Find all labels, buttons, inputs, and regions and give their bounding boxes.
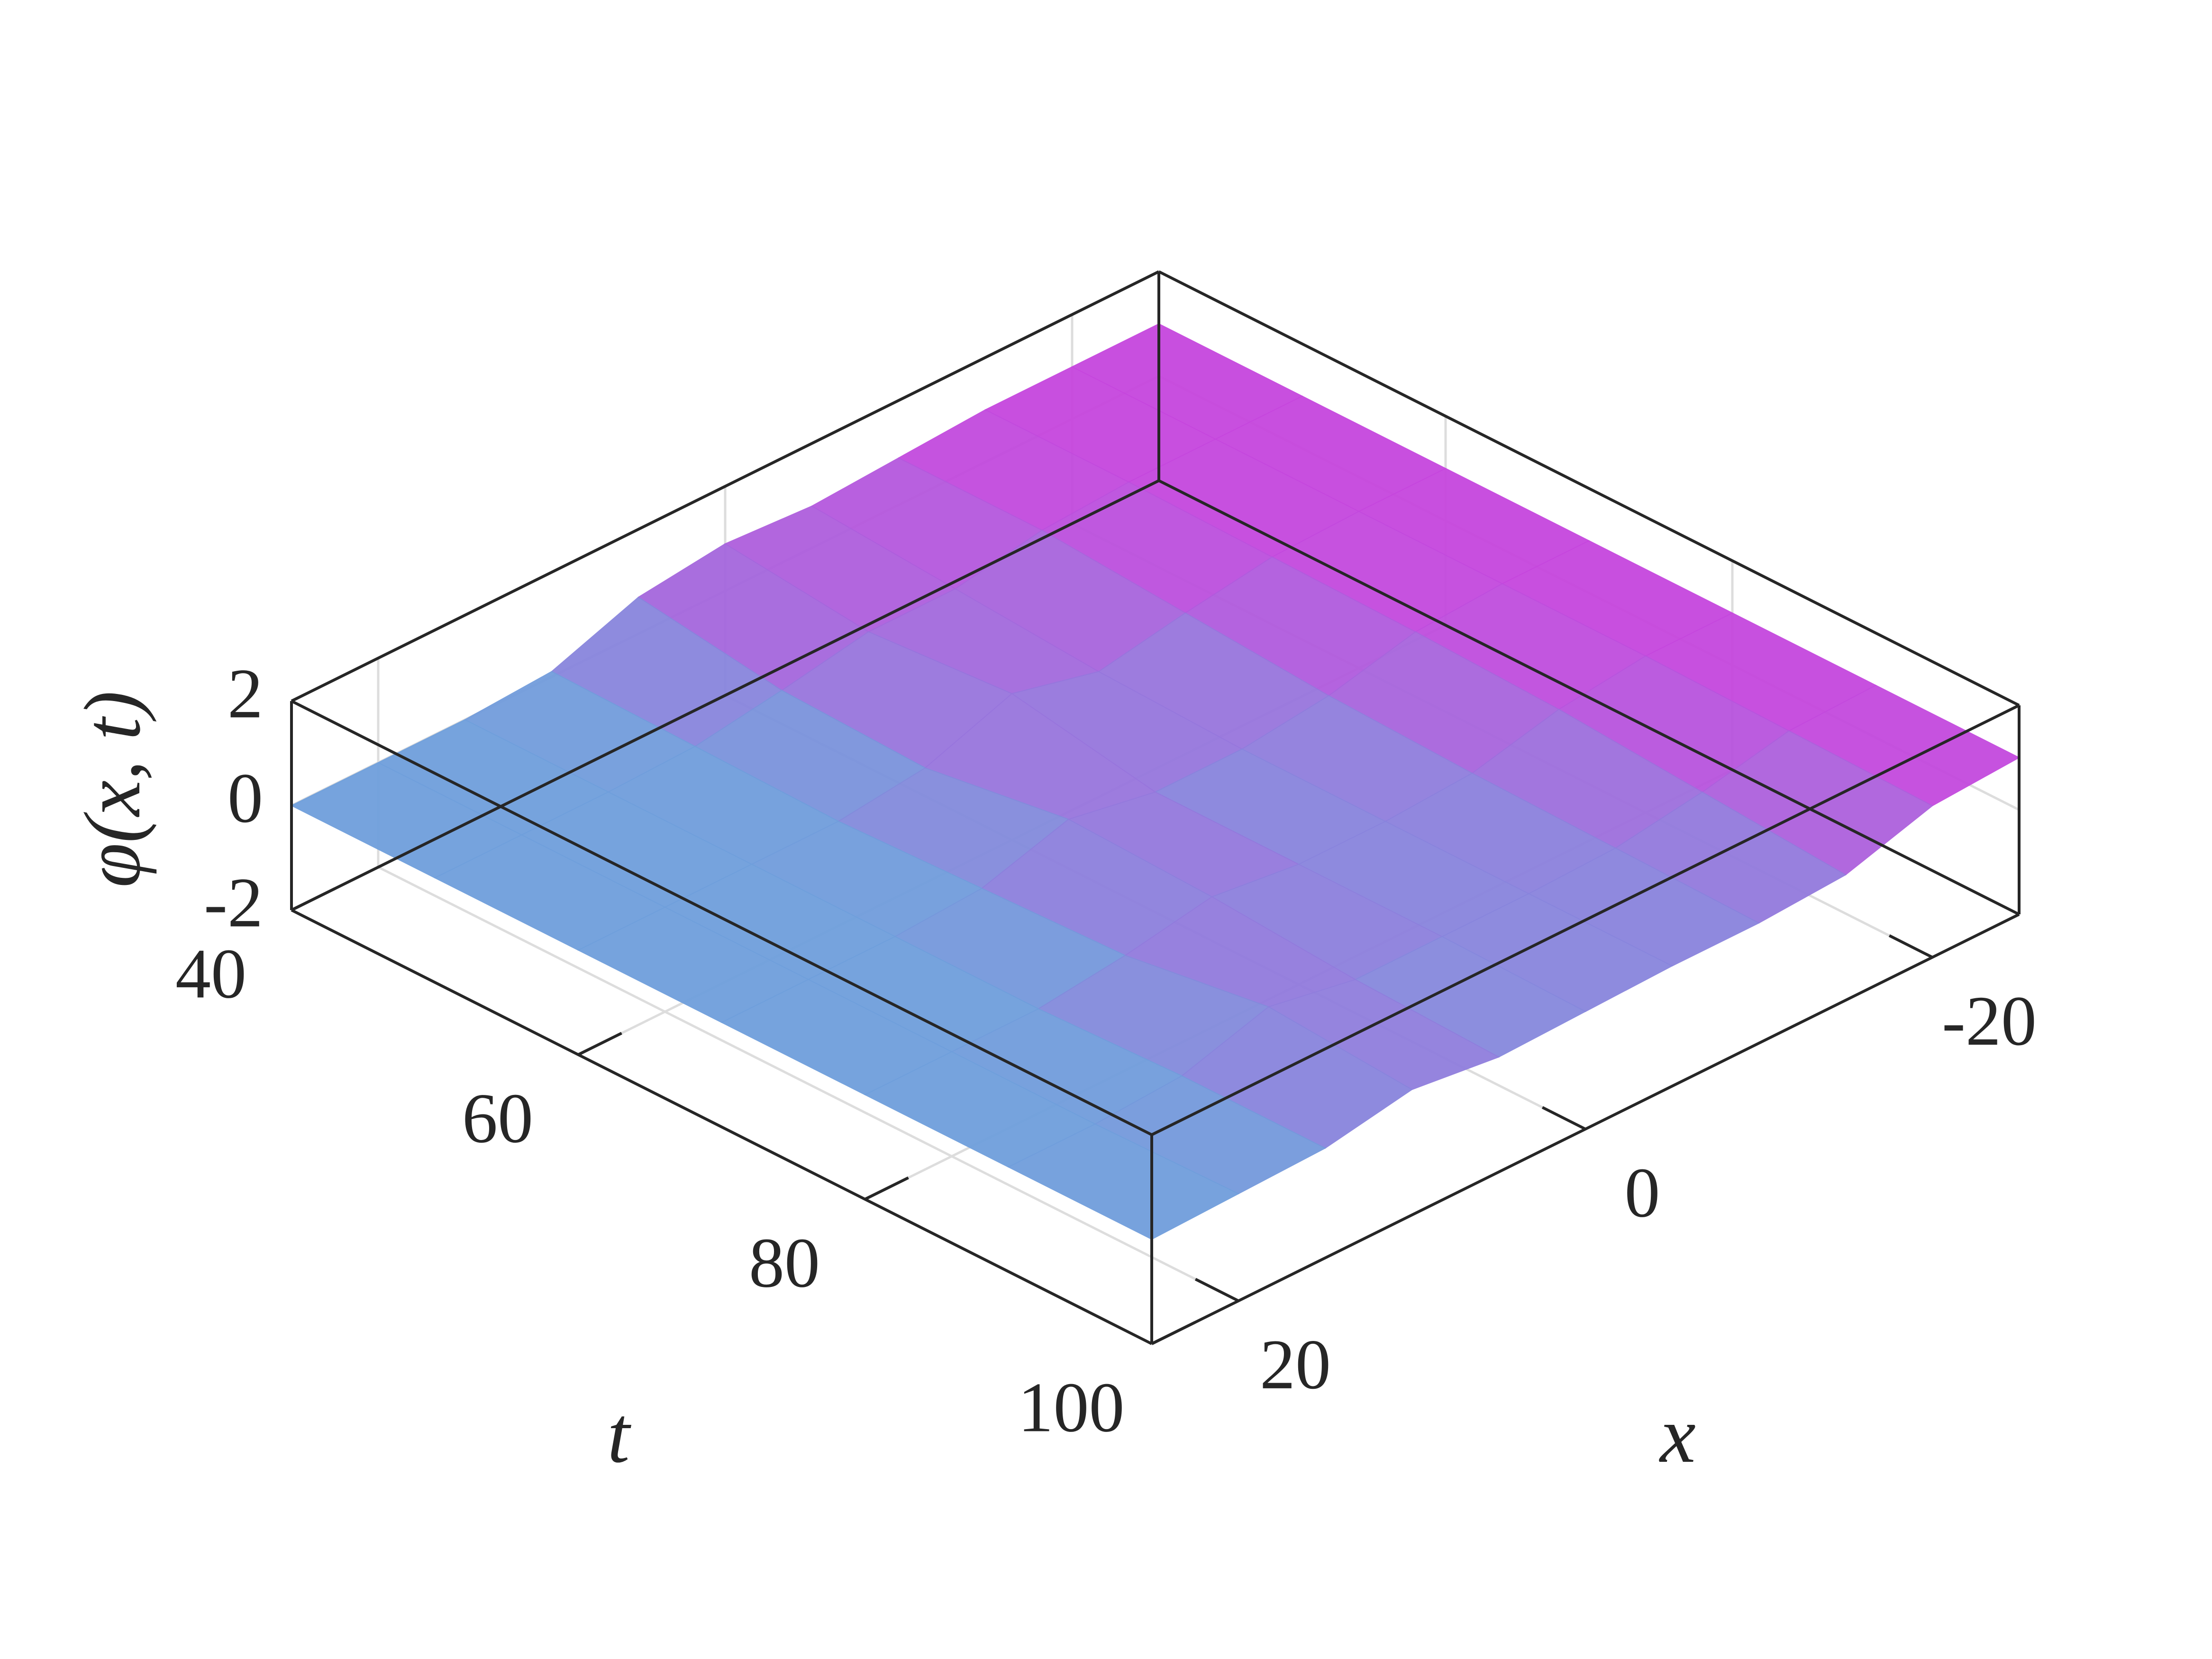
- box-edge: [291, 909, 1153, 1345]
- tick-mark: [1194, 1277, 1239, 1303]
- tick-mark: [1888, 934, 1933, 959]
- z-tick-label: -2: [204, 863, 263, 942]
- x-tick-label: 0: [1625, 1153, 1660, 1232]
- y-tick-label: 40: [175, 934, 246, 1013]
- z-axis-label: φ(x, t): [68, 691, 157, 888]
- tick-mark: [577, 1032, 622, 1056]
- box-edge: [1151, 704, 2020, 1136]
- box-edge: [1158, 270, 2020, 707]
- z-tick-label: 0: [228, 759, 263, 838]
- tick-mark: [1541, 1106, 1586, 1130]
- x-tick-label: 20: [1260, 1325, 1331, 1404]
- y-tick-label: 60: [462, 1079, 533, 1158]
- box-edge: [291, 700, 1153, 1136]
- x-tick-label: -20: [1942, 982, 2037, 1060]
- grid-line: [377, 866, 1239, 1302]
- x-axis-label: x: [1658, 1390, 1695, 1479]
- box-edge: [291, 270, 1160, 702]
- tick-mark: [291, 887, 336, 912]
- y-tick-label: 80: [749, 1223, 820, 1302]
- y-tick-label: 100: [1018, 1368, 1125, 1447]
- tick-mark: [1151, 1321, 1196, 1345]
- t-axis-label: t: [607, 1390, 631, 1479]
- tick-mark: [864, 1176, 909, 1201]
- z-tick-label: 2: [228, 654, 263, 733]
- box-edge: [1158, 479, 2020, 916]
- box-edge: [291, 479, 1160, 912]
